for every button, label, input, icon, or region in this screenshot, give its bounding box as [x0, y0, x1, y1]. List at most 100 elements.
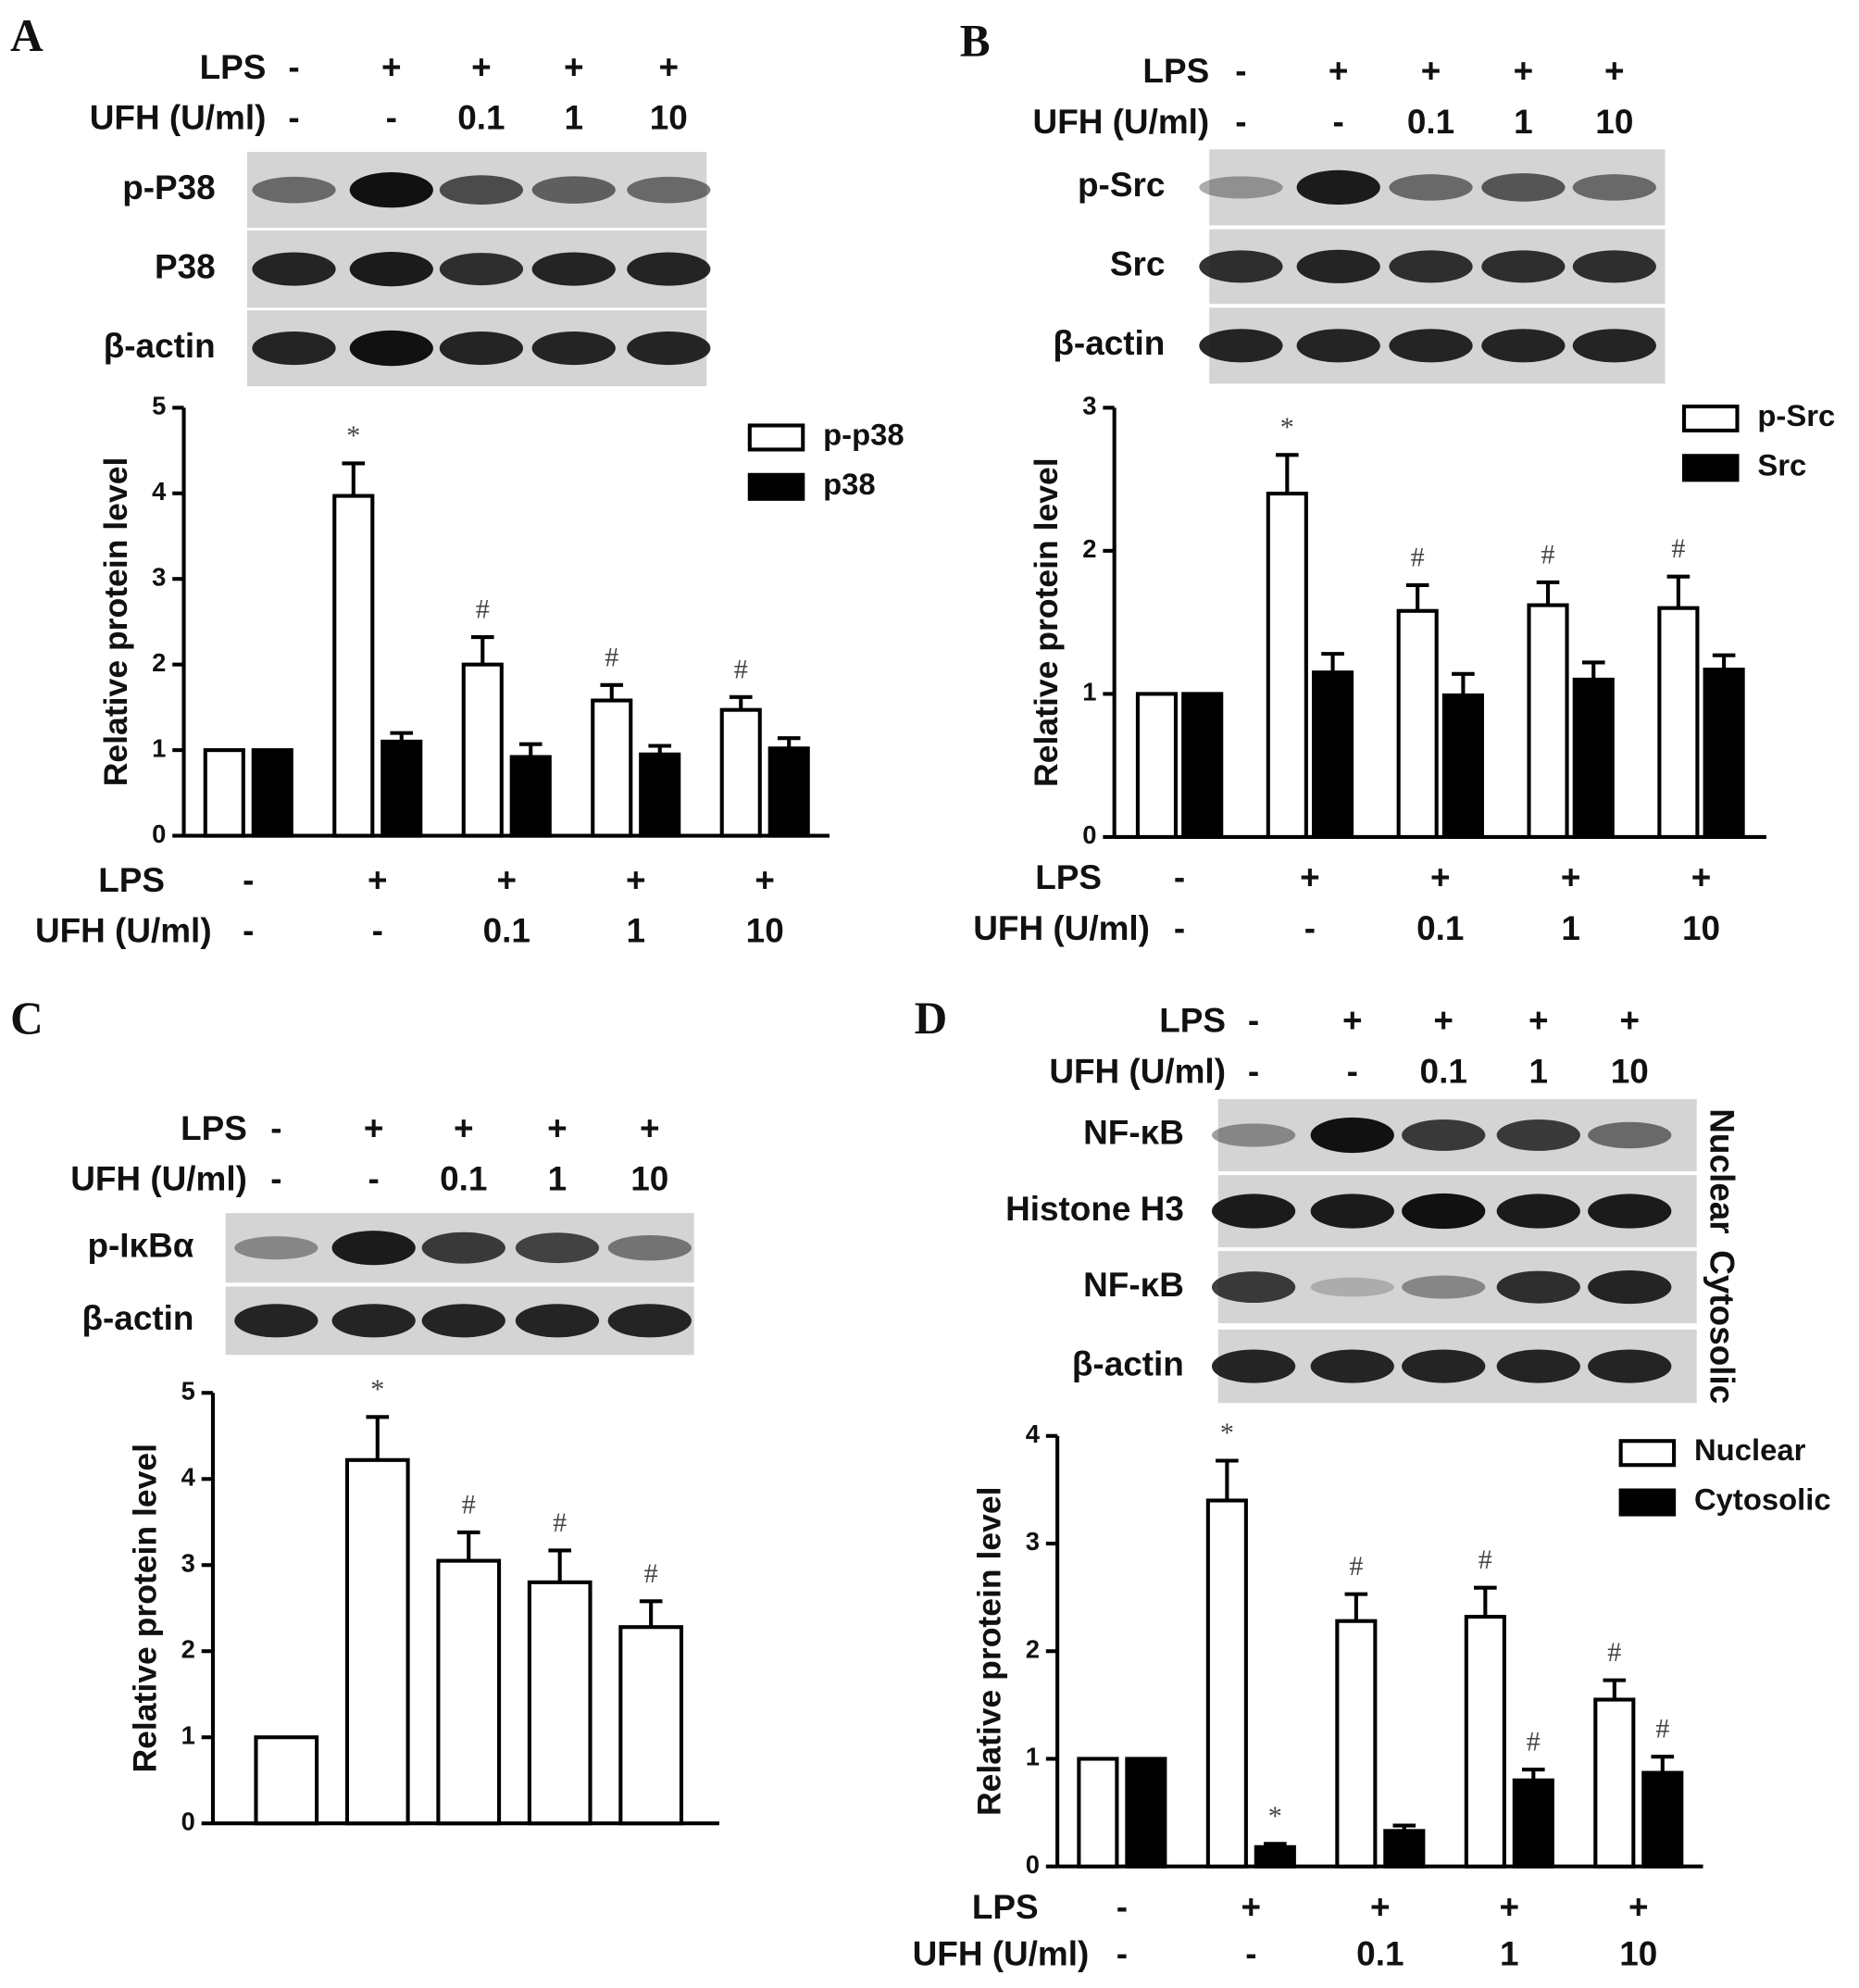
- blot-band: [1496, 1119, 1580, 1151]
- bar: [527, 1580, 593, 1826]
- blot-band: [1572, 174, 1656, 201]
- x-treatment-value: -: [1245, 1935, 1256, 1973]
- y-tick-label: 3: [1026, 1527, 1040, 1556]
- bar: [1205, 1498, 1248, 1869]
- blot-band: [627, 252, 711, 286]
- y-axis-label: Relative protein level: [970, 1486, 1007, 1816]
- bar: [1383, 1829, 1426, 1869]
- treatment-value: 10: [1595, 103, 1633, 141]
- treatment-label: UFH (U/ml): [90, 99, 267, 137]
- significance-marker: *: [1220, 1417, 1234, 1448]
- blot-band: [1199, 329, 1283, 363]
- y-tick-label: 0: [1026, 1850, 1040, 1879]
- bar: [1135, 692, 1179, 839]
- x-treatment-label: UFH (U/ml): [35, 912, 212, 950]
- treatment-value: -: [288, 99, 299, 137]
- treatment-value: +: [1619, 1002, 1640, 1040]
- x-treatment-value: +: [626, 861, 646, 899]
- treatment-value: +: [1433, 1002, 1454, 1040]
- legend-swatch: [1681, 404, 1740, 433]
- treatment-value: -: [1333, 103, 1344, 141]
- x-treatment-value: 0.1: [1416, 909, 1464, 947]
- y-tick-label: 2: [181, 1634, 195, 1663]
- blot-band: [531, 176, 616, 204]
- x-treatment-value: 10: [1682, 909, 1720, 947]
- blot-band: [1296, 329, 1380, 363]
- x-treatment-value: +: [496, 861, 517, 899]
- bar: [254, 1735, 319, 1826]
- y-tick-label: 2: [1026, 1634, 1040, 1663]
- y-tick-label: 3: [152, 562, 166, 591]
- panel-label: D: [915, 993, 948, 1044]
- bar: [1441, 693, 1484, 839]
- bar: [1254, 1844, 1296, 1869]
- blot-band: [1572, 250, 1656, 283]
- y-tick-label: 5: [181, 1376, 195, 1405]
- significance-marker: #: [476, 594, 490, 625]
- x-treatment-value: 1: [1561, 909, 1580, 947]
- y-tick-label: 3: [181, 1548, 195, 1577]
- blot-band: [1389, 329, 1473, 363]
- treatment-value: 0.1: [1407, 103, 1454, 141]
- legend-swatch: [1618, 1439, 1677, 1468]
- treatment-value: -: [270, 1109, 281, 1147]
- treatment-value: 10: [630, 1160, 668, 1198]
- x-treatment-label: UFH (U/ml): [913, 1935, 1090, 1973]
- blot-band: [1296, 249, 1380, 283]
- x-treatment-value: +: [1241, 1888, 1262, 1926]
- blot-band: [439, 175, 524, 205]
- legend-swatch: [1681, 454, 1740, 482]
- x-treatment-value: +: [1628, 1888, 1649, 1926]
- significance-marker: #: [462, 1488, 476, 1519]
- blot-band: [1310, 1194, 1394, 1229]
- blot-row-label: β-actin: [82, 1299, 194, 1337]
- bar: [203, 748, 245, 838]
- bar: [1335, 1619, 1378, 1869]
- treatment-label: LPS: [1159, 1002, 1226, 1040]
- legend-swatch: [747, 472, 805, 501]
- x-treatment-value: +: [368, 861, 388, 899]
- treatment-value: -: [386, 99, 397, 137]
- treatment-value: +: [364, 1109, 384, 1147]
- legend-label: Nuclear: [1694, 1432, 1806, 1467]
- y-tick-label: 3: [1082, 392, 1096, 420]
- panel-label: C: [10, 993, 44, 1044]
- legend-label: p38: [823, 467, 876, 501]
- bar: [381, 739, 423, 838]
- blot-band: [1496, 1194, 1580, 1229]
- treatment-value: -: [368, 1160, 380, 1198]
- bar: [1266, 492, 1308, 839]
- y-tick-label: 1: [1026, 1743, 1040, 1771]
- y-tick-label: 4: [1026, 1419, 1041, 1448]
- legend-label: Src: [1757, 447, 1806, 481]
- panel-label: B: [960, 16, 991, 67]
- bar: [767, 746, 810, 838]
- treatment-value: 1: [1529, 1052, 1549, 1090]
- y-tick-label: 4: [181, 1462, 196, 1491]
- y-tick-label: 4: [152, 477, 167, 506]
- blot-band: [1402, 1275, 1486, 1299]
- blot-row-label: Src: [1110, 245, 1166, 283]
- treatment-value: -: [270, 1160, 281, 1198]
- blot-band: [1588, 1270, 1672, 1305]
- treatment-value: 1: [1514, 103, 1533, 141]
- treatment-value: -: [1235, 103, 1246, 141]
- legend-label: p-p38: [823, 417, 905, 451]
- blot-band: [349, 251, 433, 287]
- blot-row-label: p-P38: [122, 169, 216, 206]
- y-tick-label: 0: [1082, 820, 1096, 849]
- bar: [1527, 603, 1569, 839]
- treatment-value: +: [1329, 52, 1349, 90]
- y-tick-label: 1: [152, 733, 166, 762]
- blot-row-label: β-actin: [1053, 324, 1165, 362]
- blot-band: [1389, 174, 1473, 201]
- treatment-label: LPS: [181, 1109, 247, 1147]
- bar: [1593, 1697, 1636, 1869]
- treatment-value: +: [659, 48, 680, 86]
- x-treatment-value: -: [1174, 858, 1185, 896]
- bar: [436, 1558, 502, 1826]
- blot-row-label: p-IκBα: [87, 1226, 193, 1264]
- legend-label: Cytosolic: [1694, 1482, 1831, 1517]
- bar: [591, 698, 633, 838]
- significance-marker: #: [1349, 1550, 1363, 1582]
